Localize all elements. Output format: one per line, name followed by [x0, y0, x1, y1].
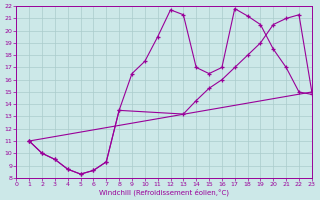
X-axis label: Windchill (Refroidissement éolien,°C): Windchill (Refroidissement éolien,°C) [99, 188, 229, 196]
